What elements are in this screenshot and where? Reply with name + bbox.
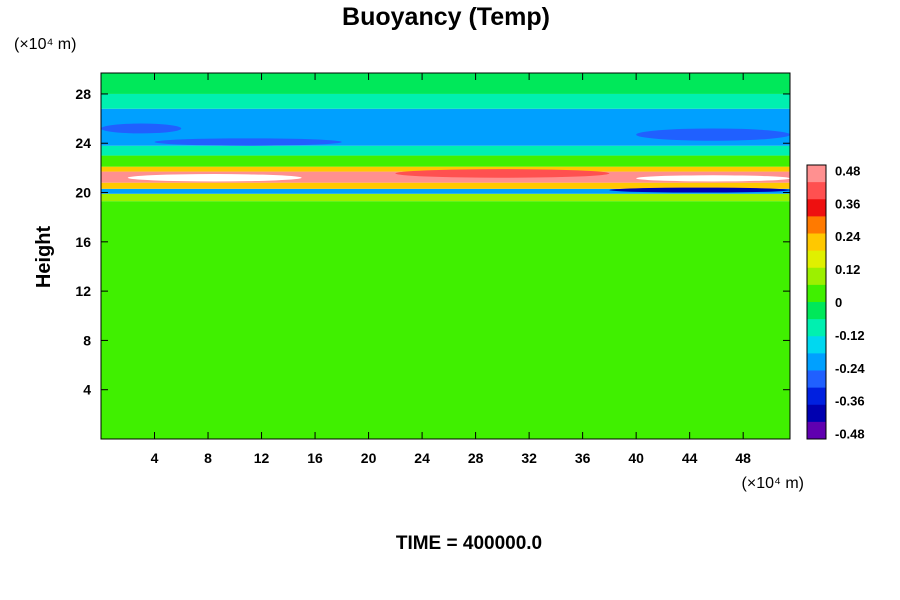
x-tick-label: 20 — [361, 450, 377, 466]
x-tick-label: 28 — [468, 450, 484, 466]
colorbar-tick-label: -0.36 — [835, 394, 865, 409]
heat-band-9 — [101, 93, 790, 109]
plot-frame — [100, 72, 791, 440]
y-tick-label: 16 — [75, 234, 91, 250]
colorbar — [807, 165, 826, 440]
colorbar-swatch — [807, 302, 826, 320]
x-tick-label: 40 — [628, 450, 644, 466]
heat-band-10 — [101, 73, 790, 94]
x-tick-label: 44 — [682, 450, 698, 466]
colorbar-swatch — [807, 165, 826, 183]
colorbar-tick-label: 0.24 — [835, 229, 861, 244]
x-tick-label: 12 — [254, 450, 270, 466]
x-tick-labels: 4 8 12 16 20 24 28 32 36 40 44 48 — [151, 450, 752, 466]
y-tick-label: 28 — [75, 86, 91, 102]
x-tick-label: 16 — [307, 450, 323, 466]
colorbar-swatch — [807, 319, 826, 337]
heat-feature-3 — [609, 187, 790, 193]
x-tick-label: 36 — [575, 450, 591, 466]
x-axis-unit: (×10⁴ m) — [742, 475, 804, 492]
heat-band-3 — [101, 182, 790, 189]
heat-band-6 — [101, 155, 790, 167]
heat-band-7 — [101, 145, 790, 156]
colorbar-swatch — [807, 216, 826, 234]
colorbar-tick-label: -0.24 — [835, 361, 865, 376]
x-tick-label: 32 — [521, 450, 537, 466]
y-axis-unit: (×10⁴ m) — [14, 36, 76, 53]
heat-band-2 — [101, 188, 790, 194]
axis-ticks — [101, 73, 790, 439]
x-tick-label: 48 — [735, 450, 751, 466]
colorbar-tick-label: 0 — [835, 295, 842, 310]
colorbar-swatch — [807, 336, 826, 354]
y-axis-label: Height — [33, 226, 55, 289]
colorbar-swatch — [807, 370, 826, 389]
x-tick-label: 8 — [204, 450, 212, 466]
colorbar-swatch — [807, 284, 826, 303]
colorbar-labels: 0.48 0.36 0.24 0.12 0 -0.12 -0.24 -0.36 -0.48 — [835, 163, 865, 441]
chart-title: Buoyancy (Temp) — [342, 3, 550, 31]
heat-feature-2 — [395, 169, 610, 178]
colorbar-swatch — [807, 250, 826, 269]
colorbar-swatch — [807, 199, 826, 217]
colorbar-frame — [806, 164, 827, 440]
colorbar-swatch — [807, 233, 826, 252]
colorbar-tick-label: -0.12 — [835, 328, 865, 343]
heat-band-5 — [101, 166, 790, 172]
colorbar-tick-label: 0.36 — [835, 196, 860, 211]
colorbar-swatch — [807, 353, 826, 371]
x-tick-label: 4 — [151, 450, 159, 466]
y-tick-label: 8 — [83, 332, 91, 348]
colorbar-tick-label: 0.12 — [835, 262, 860, 277]
colorbar-swatch — [807, 182, 826, 200]
heat-feature-4 — [154, 138, 342, 146]
y-tick-label: 20 — [75, 185, 91, 201]
heat-feature-5 — [636, 128, 790, 141]
colorbar-swatch — [807, 267, 826, 286]
colorbar-swatch — [807, 421, 826, 440]
plot-area — [101, 73, 790, 439]
y-tick-label: 12 — [75, 283, 91, 299]
heat-band-4 — [101, 171, 790, 183]
heat-feature-6 — [101, 123, 182, 134]
heat-band-0 — [101, 201, 790, 439]
heat-band-1 — [101, 193, 790, 202]
y-tick-label: 4 — [83, 382, 91, 398]
time-annotation: TIME = 400000.0 — [396, 533, 542, 554]
colorbar-tick-label: -0.48 — [835, 427, 865, 442]
heat-feature-1 — [636, 175, 790, 182]
colorbar-tick-label: 0.48 — [835, 163, 860, 178]
colorbar-swatch — [807, 404, 826, 423]
y-tick-labels: 4 8 12 16 20 24 28 — [75, 86, 91, 398]
x-tick-label: 24 — [414, 450, 430, 466]
colorbar-swatch — [807, 387, 826, 406]
y-tick-label: 24 — [75, 135, 91, 151]
heat-feature-0 — [127, 174, 302, 182]
